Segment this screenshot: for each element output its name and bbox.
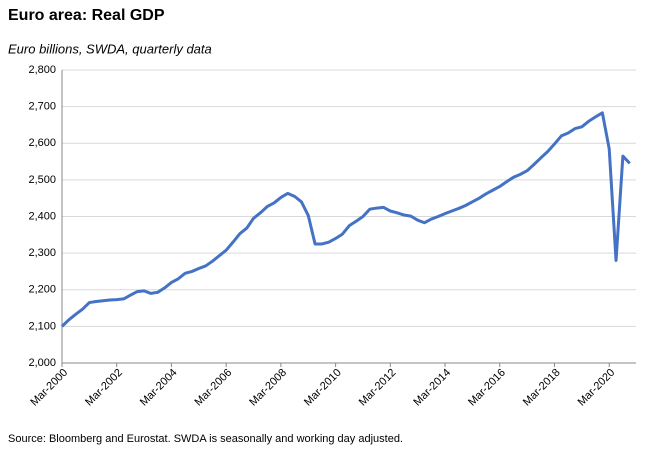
y-tick-label: 2,000	[28, 357, 56, 369]
y-tick-label: 2,800	[28, 64, 56, 76]
x-tick-label: Mar-2002	[83, 367, 125, 409]
x-tick-label: Mar-2004	[138, 367, 180, 409]
x-tick-label: Mar-2010	[302, 367, 344, 409]
source-note: Source: Bloomberg and Eurostat. SWDA is …	[8, 433, 403, 445]
x-tick-label: Mar-2014	[411, 367, 453, 409]
x-tick-label: Mar-2016	[466, 367, 508, 409]
x-tick-label: Mar-2020	[576, 367, 618, 409]
x-tick-label: Mar-2000	[28, 367, 70, 409]
y-tick-label: 2,700	[28, 101, 56, 113]
chart-title: Euro area: Real GDP	[8, 7, 165, 24]
x-tick-label: Mar-2008	[247, 367, 289, 409]
y-tick-label: 2,100	[28, 320, 56, 332]
y-tick-label: 2,300	[28, 247, 56, 259]
y-tick-label: 2,600	[28, 137, 56, 149]
y-tick-label: 2,200	[28, 284, 56, 296]
data-line	[60, 111, 631, 328]
chart-subtitle: Euro billions, SWDA, quarterly data	[8, 41, 212, 56]
y-tick-label: 2,400	[28, 210, 56, 222]
x-tick-label: Mar-2006	[193, 367, 235, 409]
x-tick-label: Mar-2012	[357, 367, 399, 409]
y-tick-label: 2,500	[28, 174, 56, 186]
x-tick-label: Mar-2018	[521, 367, 563, 409]
